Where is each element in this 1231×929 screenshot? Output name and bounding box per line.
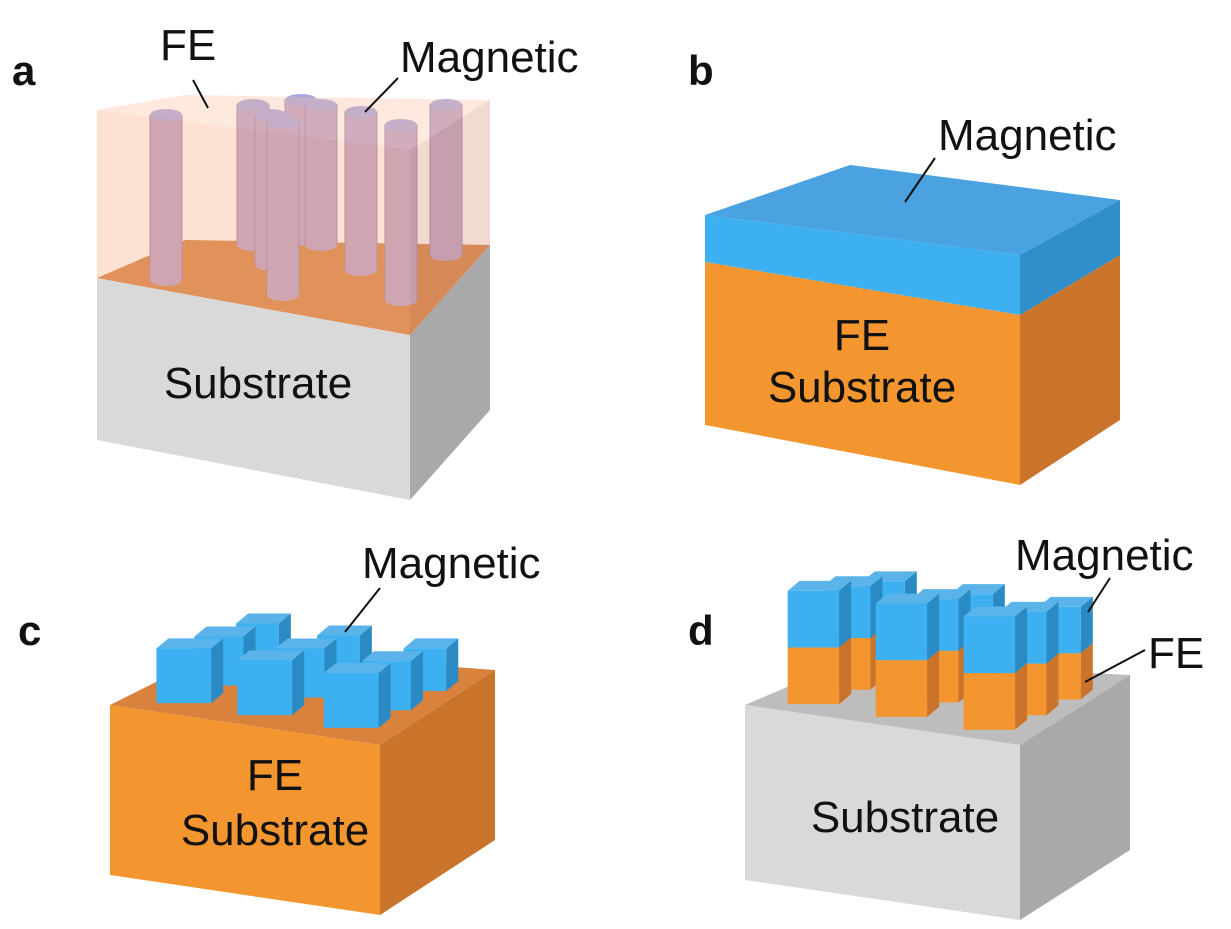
pillar-bottom (150, 274, 182, 286)
magnetic-pillar-side (1046, 601, 1059, 664)
substrate-front (745, 705, 1020, 920)
leader (192, 79, 209, 109)
panel-letter: d (688, 607, 714, 654)
pillar-top (150, 109, 182, 121)
pillar-bottom (305, 239, 337, 251)
fe-pillar-front (875, 660, 928, 717)
panel-letter: b (688, 47, 714, 94)
magnetic-cube-top (237, 650, 305, 661)
magnetic-cube-side (292, 650, 305, 716)
magnetic-cube-top (323, 663, 391, 674)
magnetic-cube-top (236, 613, 291, 624)
pillar-top (305, 99, 337, 111)
pillar (304, 104, 338, 246)
fe-pillar-side (839, 637, 852, 705)
pillar-top (430, 99, 462, 111)
magnetic-side (1020, 200, 1120, 315)
panel-letter: a (12, 47, 36, 94)
label: Magnetic (400, 33, 579, 82)
magnetic-cube-top (156, 638, 224, 649)
panel-letter: c (18, 607, 41, 654)
magnetic-pillar-front (963, 616, 1016, 674)
magnetic-cube-front (156, 648, 212, 704)
block-label: Substrate (164, 359, 352, 408)
magnetic-cube-top (361, 651, 423, 662)
magnetic-pillar-top (787, 580, 852, 591)
fe-front (705, 262, 1020, 485)
magnetic-cube-side (410, 651, 423, 711)
magnetic-pillar-front (787, 590, 840, 648)
magnetic-front (705, 215, 1020, 315)
fe-pillar-side (1080, 643, 1093, 700)
magnetic-pillar-front (875, 603, 928, 661)
label: FE (1148, 629, 1204, 678)
pillar-bottom (345, 264, 377, 276)
pillar (429, 104, 463, 256)
magnetic-pillar-top (875, 593, 940, 604)
block-label: Substrate (768, 363, 956, 412)
magnetic-cube-top (194, 626, 256, 637)
label: FE (160, 21, 216, 70)
magnetic-cube-side (211, 638, 224, 704)
pillar-top (237, 99, 269, 111)
pillar-bottom (267, 289, 299, 301)
fe-pillar-side (1046, 653, 1059, 716)
magnetic-cube-top (275, 638, 337, 649)
magnetic-pillar-side (927, 593, 940, 661)
fe-front (110, 705, 380, 915)
magnetic-pillar-side (839, 580, 852, 648)
fe-pillar-front (963, 673, 1016, 730)
fe-top (97, 95, 490, 150)
magnetic-cube-side (378, 663, 391, 728)
pillar-top (385, 119, 417, 131)
magnetic-pillar-top (963, 606, 1028, 617)
magnetic-top (705, 165, 1120, 255)
block-label: FE (834, 311, 890, 360)
pillar-bottom (385, 294, 417, 306)
leader (904, 157, 936, 203)
magnetic-cube-top (403, 638, 459, 649)
substrate-side (1020, 675, 1130, 920)
texts: a FE Magnetic Substrate b Magnetic FE Su… (12, 21, 1204, 855)
magnetic-cube-front (237, 660, 293, 716)
magnetic-cube-front (323, 673, 379, 728)
pillar-top (267, 116, 299, 128)
shapes (97, 94, 1130, 920)
substrate-front (97, 278, 410, 500)
leader (1084, 649, 1146, 683)
magnetic-cube-top (317, 625, 372, 636)
leader (344, 587, 381, 633)
fe-side (410, 100, 490, 335)
fe-side (380, 670, 495, 915)
pillar (266, 121, 300, 296)
fe-pillar-front (787, 647, 840, 705)
pillar (344, 111, 378, 271)
pillar-bottom (430, 249, 462, 261)
leader (364, 77, 399, 113)
label: Magnetic (362, 539, 541, 588)
fe-pillar-side (1015, 663, 1028, 730)
leader (1087, 577, 1111, 613)
fe-front (97, 110, 410, 335)
pillar (384, 124, 418, 301)
fe-side (1020, 255, 1120, 485)
label: Magnetic (1015, 531, 1194, 580)
substrate-side (410, 245, 490, 500)
magnetic-pillar-side (1015, 606, 1028, 674)
magnetic-cube-side (446, 638, 459, 692)
block-label: Substrate (181, 806, 369, 855)
block-label: FE (247, 751, 303, 800)
fe-pillar-side (927, 650, 940, 717)
block-label: Substrate (811, 793, 999, 842)
label: Magnetic (938, 111, 1117, 160)
